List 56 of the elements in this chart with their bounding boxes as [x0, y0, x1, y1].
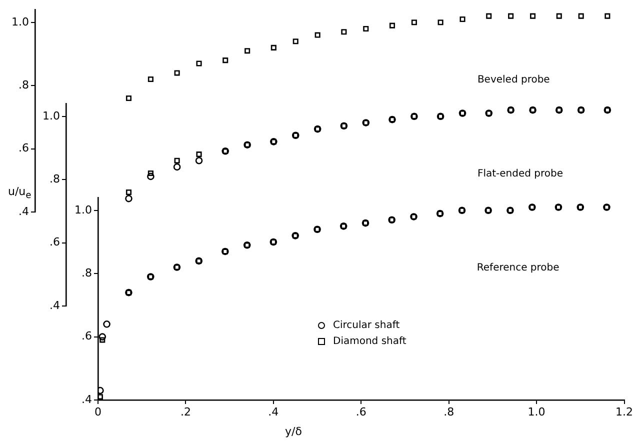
y-tick-label: .4 — [50, 298, 60, 312]
point — [174, 70, 180, 76]
point — [438, 20, 444, 26]
annotation: Reference probe — [476, 262, 560, 274]
y-tick-label: .8 — [82, 266, 92, 280]
point — [530, 13, 536, 19]
y-tick-label: 1.0 — [12, 15, 29, 28]
x-tick-label: .6 — [356, 405, 366, 418]
x-tick-label: .4 — [268, 405, 279, 418]
point — [578, 13, 584, 19]
y-tick-label: 1.0 — [74, 203, 92, 216]
point — [98, 386, 104, 394]
point — [148, 170, 154, 176]
x-tick-label: 1.2 — [616, 405, 634, 418]
x-tick-label: 1.0 — [528, 405, 546, 418]
point — [389, 22, 396, 28]
point — [244, 48, 250, 54]
point — [270, 44, 276, 50]
y-tick-label: .4 — [82, 392, 92, 406]
point — [125, 194, 132, 202]
point — [148, 76, 154, 82]
y-tick-label: .4 — [18, 204, 29, 218]
point — [126, 95, 132, 102]
y-tick-label: .8 — [50, 172, 60, 186]
x-tick-label: .2 — [180, 405, 191, 418]
y-tick-label: .6 — [82, 330, 92, 343]
point — [174, 158, 180, 164]
x-axis-title: y/δ — [285, 425, 302, 438]
point — [222, 58, 228, 64]
point — [126, 189, 132, 196]
point — [460, 16, 466, 22]
point — [196, 152, 202, 158]
point — [100, 337, 106, 343]
point — [604, 13, 610, 19]
y-axis-title: u/u$_{e}$ — [8, 185, 32, 202]
x-tick-label: .8 — [444, 405, 454, 418]
y-tick-label: .6 — [50, 236, 60, 249]
annotation: Flat-ended probe — [477, 168, 564, 180]
legend-label: Diamond shaft — [333, 336, 406, 347]
y-tick-label: .8 — [18, 78, 29, 92]
point — [556, 13, 562, 19]
point — [486, 13, 492, 19]
y-tick-label: .6 — [18, 142, 29, 155]
point — [103, 320, 110, 328]
point — [314, 32, 320, 38]
point — [508, 13, 514, 19]
point — [292, 38, 298, 44]
point — [196, 60, 202, 66]
legend-label: Circular shaft — [333, 320, 400, 331]
point — [147, 172, 154, 180]
annotation: Beveled probe — [477, 74, 550, 86]
y-tick-label: 1.0 — [42, 109, 60, 122]
point — [363, 26, 369, 32]
x-tick-label: 0 — [94, 405, 102, 418]
point — [411, 20, 417, 26]
point — [341, 29, 347, 35]
